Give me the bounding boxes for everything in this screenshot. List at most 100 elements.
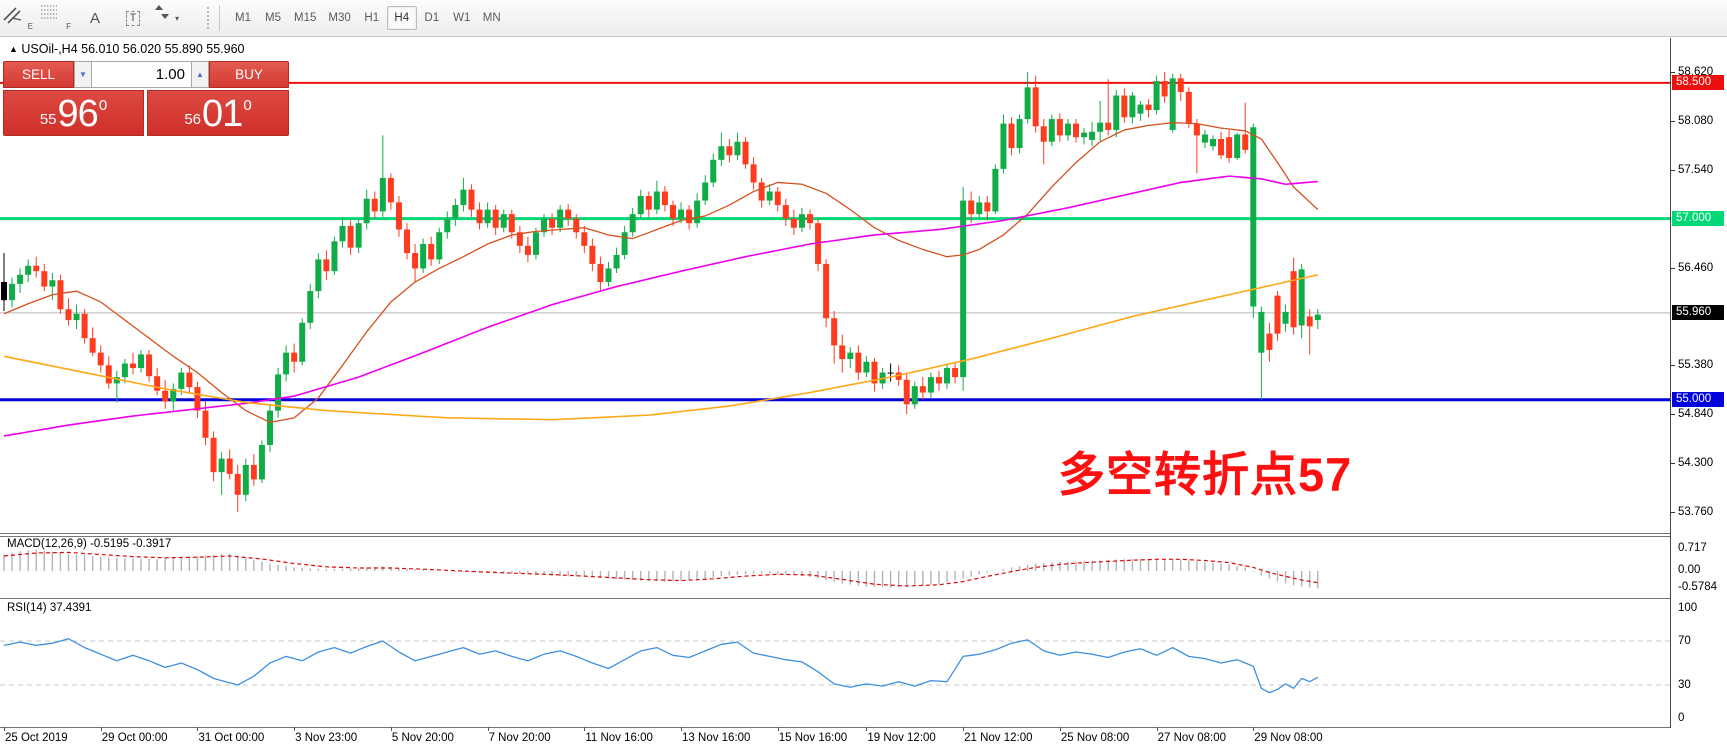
time-tick-mark [1059, 727, 1061, 731]
buy-price-display[interactable]: 56 01 0 [147, 90, 289, 136]
timeframe-M15[interactable]: M15 [294, 12, 317, 24]
price-tick: 53.760 [1678, 506, 1714, 518]
price-tick: 54.840 [1678, 408, 1714, 421]
tick-mark [1671, 267, 1675, 269]
arrows-icon[interactable]: ▾ [153, 3, 199, 33]
sell-price-sup: 0 [98, 97, 108, 114]
timeframe-MN[interactable]: MN [482, 12, 501, 24]
time-tick-mark [197, 727, 199, 731]
rsi-chart [0, 638, 1670, 694]
rsi-axis-tick: 0 [1678, 712, 1685, 724]
macd-panel[interactable] [0, 536, 1670, 599]
timeframe-D1[interactable]: D1 [424, 12, 440, 24]
macd-axis-tick: 0.00 [1678, 564, 1701, 576]
tick-mark [1671, 512, 1675, 513]
timeframe-H4[interactable]: H4 [386, 6, 417, 30]
time-tick-mark [866, 727, 868, 731]
x-axis-label: 15 Nov 16:00 [778, 732, 848, 744]
time-tick-mark [1156, 727, 1158, 731]
time-tick-mark [100, 727, 102, 731]
time-tick-mark [681, 727, 683, 731]
chevron-down-icon: ▾ [174, 13, 179, 23]
buy-price-small: 56 [184, 111, 202, 128]
toolbar-drag-handle[interactable] [206, 6, 211, 30]
x-axis-label: 25 Oct 2019 [5, 732, 68, 744]
equidistant-channel-icon[interactable]: E [1, 3, 37, 33]
timeframe-M5[interactable]: M5 [265, 12, 281, 24]
timeframe-buttons: M1 M5 M15 M30 H1 H4 D1 W1 MN [228, 6, 507, 30]
price-tick: 55.380 [1678, 359, 1714, 372]
fibonacci-icon[interactable]: F [39, 3, 75, 33]
price-badge: 58.500 [1672, 75, 1724, 91]
toolbar-separator [219, 5, 220, 31]
rsi-indicator-label: RSI(14) 37.4391 [7, 602, 92, 614]
tick-mark [1671, 414, 1675, 416]
x-axis-label: 25 Nov 08:00 [1060, 732, 1130, 744]
tick-mark [1671, 120, 1675, 122]
rsi-panel[interactable] [0, 599, 1670, 728]
time-tick-mark [4, 727, 5, 731]
chart-title: ▲ USOil-,H4 56.010 56.020 55.890 55.960 [9, 42, 245, 56]
time-tick-mark [584, 727, 586, 731]
macd-axis-tick: 0.717 [1678, 542, 1707, 555]
x-axis-label: 31 Oct 00:00 [198, 732, 265, 744]
sell-price-display[interactable]: 55 96 0 [3, 90, 144, 136]
symbol-period-label: USOil-,H4 [21, 42, 78, 56]
price-tick: 56.460 [1678, 261, 1714, 274]
sell-button[interactable]: SELL [3, 61, 74, 88]
timeframe-M1[interactable]: M1 [235, 12, 251, 24]
toolbar: E F A T ▾ M1 M5 M15 M30 H1 H4 D1 W1 MN [0, 0, 1727, 37]
tick-mark [1671, 72, 1675, 73]
time-axis: 25 Oct 2019 29 Oct 00:00 31 Oct 00:00 3 Nov… [0, 727, 1670, 751]
price-badge: 57.000 [1672, 211, 1724, 227]
x-axis-label: 7 Nov 20:00 [488, 732, 551, 744]
volume-increase-button[interactable]: ▲ [191, 61, 209, 88]
volume-decrease-button[interactable]: ▼ [74, 61, 92, 88]
timeframe-H1[interactable]: H1 [364, 12, 380, 24]
time-tick-mark [487, 727, 489, 731]
buy-price-big: 01 [202, 93, 243, 135]
channel-sub-label: E [27, 22, 33, 31]
time-tick-mark [294, 727, 296, 731]
text-icon[interactable]: A [89, 9, 100, 27]
price-tick: 58.620 [1678, 66, 1714, 78]
x-axis-label: 13 Nov 16:00 [682, 732, 751, 744]
x-axis-label: 11 Nov 16:00 [585, 732, 653, 744]
macd-indicator-label: MACD(12,26,9) -0.5195 -0.3917 [7, 538, 172, 550]
x-axis-label: 29 Oct 00:00 [101, 732, 168, 744]
ohlc-values: 56.010 56.020 55.890 55.960 [81, 42, 245, 56]
rsi-axis-tick: 100 [1678, 602, 1698, 614]
x-axis-label: 3 Nov 23:00 [295, 732, 358, 744]
timeframe-W1[interactable]: W1 [453, 12, 471, 24]
x-axis-label: 27 Nov 08:00 [1157, 732, 1226, 744]
annotation-text: 多空转折点57 [1058, 448, 1353, 501]
one-click-trade-panel: SELL ▼ ▲ BUY 55 96 0 56 01 0 [3, 61, 289, 136]
tick-mark [1671, 365, 1675, 367]
macd-axis-tick: -0.5784 [1678, 581, 1718, 594]
x-axis-label: 5 Nov 20:00 [391, 732, 454, 744]
collapse-arrow-icon: ▲ [9, 44, 18, 54]
buy-button[interactable]: BUY [209, 61, 289, 88]
time-tick-mark [390, 727, 392, 731]
macd-chart [3, 549, 1319, 589]
x-axis-label: 21 Nov 12:00 [964, 732, 1033, 744]
sell-price-small: 55 [39, 111, 57, 128]
text-label-icon[interactable]: T [115, 3, 151, 33]
price-badge: 55.960 [1672, 305, 1724, 321]
rsi-axis-tick: 70 [1678, 635, 1691, 647]
time-tick-mark [777, 727, 779, 731]
price-axis: 58.620 58.080 57.540 56.460 55.380 54.840 54.3… [1670, 38, 1727, 728]
price-tick: 58.080 [1678, 114, 1714, 127]
x-axis-label: 19 Nov 12:00 [867, 732, 936, 744]
fibo-sub-label: F [66, 22, 71, 31]
rsi-axis-tick: 30 [1678, 679, 1691, 691]
price-badge: 55.000 [1672, 392, 1724, 408]
candlestick-chart [0, 72, 1670, 513]
buy-price-sup: 0 [243, 97, 252, 114]
timeframe-M30[interactable]: M30 [328, 12, 351, 24]
tick-mark [1671, 463, 1675, 465]
time-tick-mark [963, 727, 965, 731]
time-tick-mark [1253, 727, 1255, 731]
volume-input[interactable] [92, 61, 191, 88]
